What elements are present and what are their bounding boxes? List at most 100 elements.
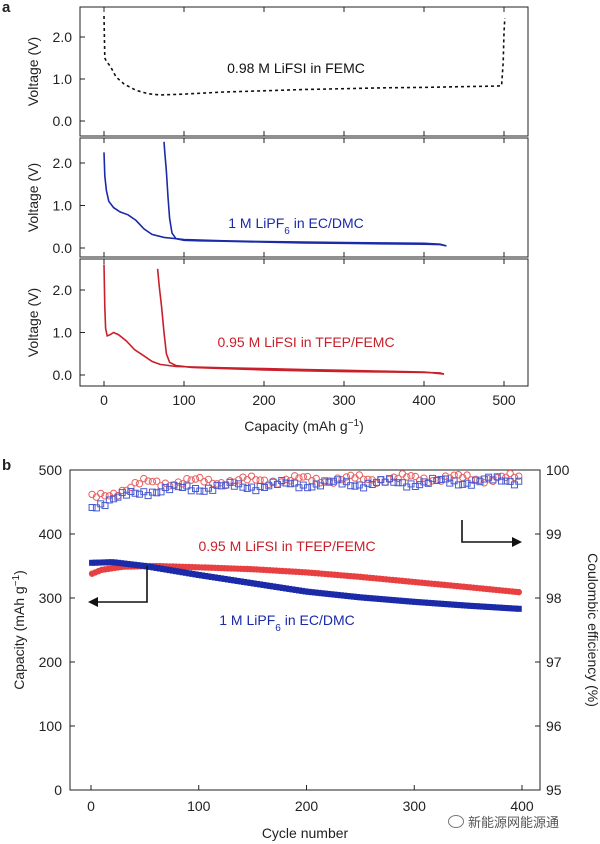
ce-point bbox=[459, 473, 467, 482]
capacity-point bbox=[363, 594, 370, 601]
ce-point bbox=[209, 486, 217, 494]
ce-point bbox=[226, 478, 234, 486]
capacity-point bbox=[186, 570, 193, 577]
ce-point bbox=[140, 474, 148, 483]
capacity-point bbox=[102, 559, 109, 566]
ce-point bbox=[510, 473, 519, 482]
y-tick-label: 100 bbox=[39, 718, 63, 734]
capacity-point bbox=[331, 591, 338, 598]
capacity-point bbox=[405, 598, 412, 605]
ce-point bbox=[334, 476, 342, 484]
capacity-point bbox=[425, 599, 432, 606]
capacity-point bbox=[341, 592, 348, 599]
ce-point bbox=[502, 477, 510, 485]
ce-point bbox=[179, 484, 187, 492]
ce-point bbox=[230, 478, 239, 486]
ce-point bbox=[239, 473, 247, 481]
ce-point bbox=[110, 495, 118, 503]
ce-point bbox=[183, 475, 191, 483]
capacity-point bbox=[467, 602, 474, 609]
wechat-icon bbox=[448, 815, 464, 828]
subplot-a3: 0.0 1.0 2.0 Voltage (V) 0.95 M LiFSI in TFEP… bbox=[25, 258, 529, 387]
ce-point bbox=[407, 472, 415, 480]
capacity-point bbox=[380, 596, 387, 603]
capacity-point bbox=[283, 585, 290, 592]
capacity-point bbox=[464, 602, 471, 609]
series-annotation-tfep: 0.95 M LiFSI in TFEP/FEMC bbox=[198, 538, 375, 554]
ce-point bbox=[351, 482, 359, 490]
ce-point bbox=[282, 479, 290, 487]
capacity-point bbox=[399, 597, 406, 604]
ce-point bbox=[187, 487, 195, 495]
ce-point bbox=[153, 489, 161, 497]
capacity-point bbox=[451, 601, 458, 608]
ce-point bbox=[131, 478, 139, 487]
right-arrowhead-icon bbox=[512, 537, 522, 547]
ce-point bbox=[312, 474, 320, 483]
ce-point bbox=[364, 479, 372, 487]
y-tick-label: 300 bbox=[39, 590, 63, 606]
ce-point bbox=[398, 470, 407, 478]
ce-point bbox=[265, 482, 273, 490]
ce-point bbox=[463, 471, 471, 479]
subplot-frame bbox=[79, 6, 529, 137]
panel-a: a 0.0 1.0 2.0 Voltage (V) 0.98 M LiFSI in FEM… bbox=[2, 0, 529, 434]
x-tick-label: 100 bbox=[172, 392, 196, 408]
ce-point bbox=[446, 479, 454, 487]
y-axis-label: Voltage (V) bbox=[25, 288, 41, 357]
capacity-point bbox=[166, 567, 173, 574]
ce-point bbox=[411, 483, 419, 491]
capacity-point bbox=[418, 599, 425, 606]
ce-point bbox=[92, 504, 100, 512]
capacity-point bbox=[105, 559, 112, 566]
capacity-point bbox=[441, 600, 448, 607]
capacity-point bbox=[383, 596, 390, 603]
ce-point bbox=[196, 487, 204, 495]
capacity-point bbox=[483, 603, 490, 610]
plot-frame bbox=[69, 469, 541, 791]
ce-point bbox=[390, 478, 398, 486]
ce-point bbox=[390, 473, 398, 481]
y-tick-label: 1.0 bbox=[53, 198, 73, 214]
capacity-point bbox=[95, 559, 102, 566]
capacity-point bbox=[321, 590, 328, 597]
capacity-point bbox=[515, 588, 522, 596]
ce-point bbox=[437, 475, 445, 483]
y2-tick-label: 99 bbox=[546, 526, 562, 542]
capacity-point bbox=[396, 597, 403, 604]
capacity-point bbox=[234, 577, 241, 584]
capacity-point bbox=[292, 586, 299, 593]
ce-point bbox=[153, 477, 161, 485]
capacity-point bbox=[224, 576, 231, 583]
ce-point bbox=[325, 478, 333, 486]
ce-point bbox=[252, 487, 260, 495]
ce-point bbox=[321, 477, 329, 485]
x-tick-label: 200 bbox=[295, 798, 319, 814]
ce-point bbox=[497, 472, 506, 480]
series-line bbox=[103, 15, 506, 96]
left-arrowhead-icon bbox=[88, 597, 98, 607]
ce-point bbox=[360, 484, 368, 492]
ce-point bbox=[303, 472, 312, 481]
ce-point bbox=[355, 471, 363, 479]
capacity-point bbox=[273, 583, 280, 590]
capacity-point bbox=[195, 571, 202, 578]
capacity-point bbox=[470, 603, 477, 610]
ce-point bbox=[510, 481, 518, 489]
ce-point bbox=[398, 479, 406, 487]
series-line bbox=[163, 141, 447, 247]
axis-arrows bbox=[88, 520, 522, 607]
ce-point bbox=[515, 472, 523, 480]
ce-point bbox=[157, 488, 165, 496]
capacity-point bbox=[431, 600, 438, 607]
capacity-point bbox=[253, 580, 260, 587]
ce-point bbox=[135, 480, 144, 488]
watermark-text: 新能源网能源通 bbox=[468, 815, 560, 830]
ce-series bbox=[88, 473, 523, 512]
capacity-point bbox=[202, 572, 209, 579]
ce-point bbox=[411, 472, 420, 481]
y-tick-label: 200 bbox=[39, 654, 63, 670]
capacity-point bbox=[402, 598, 409, 605]
ce-point bbox=[252, 476, 260, 484]
ce-point bbox=[127, 488, 135, 496]
